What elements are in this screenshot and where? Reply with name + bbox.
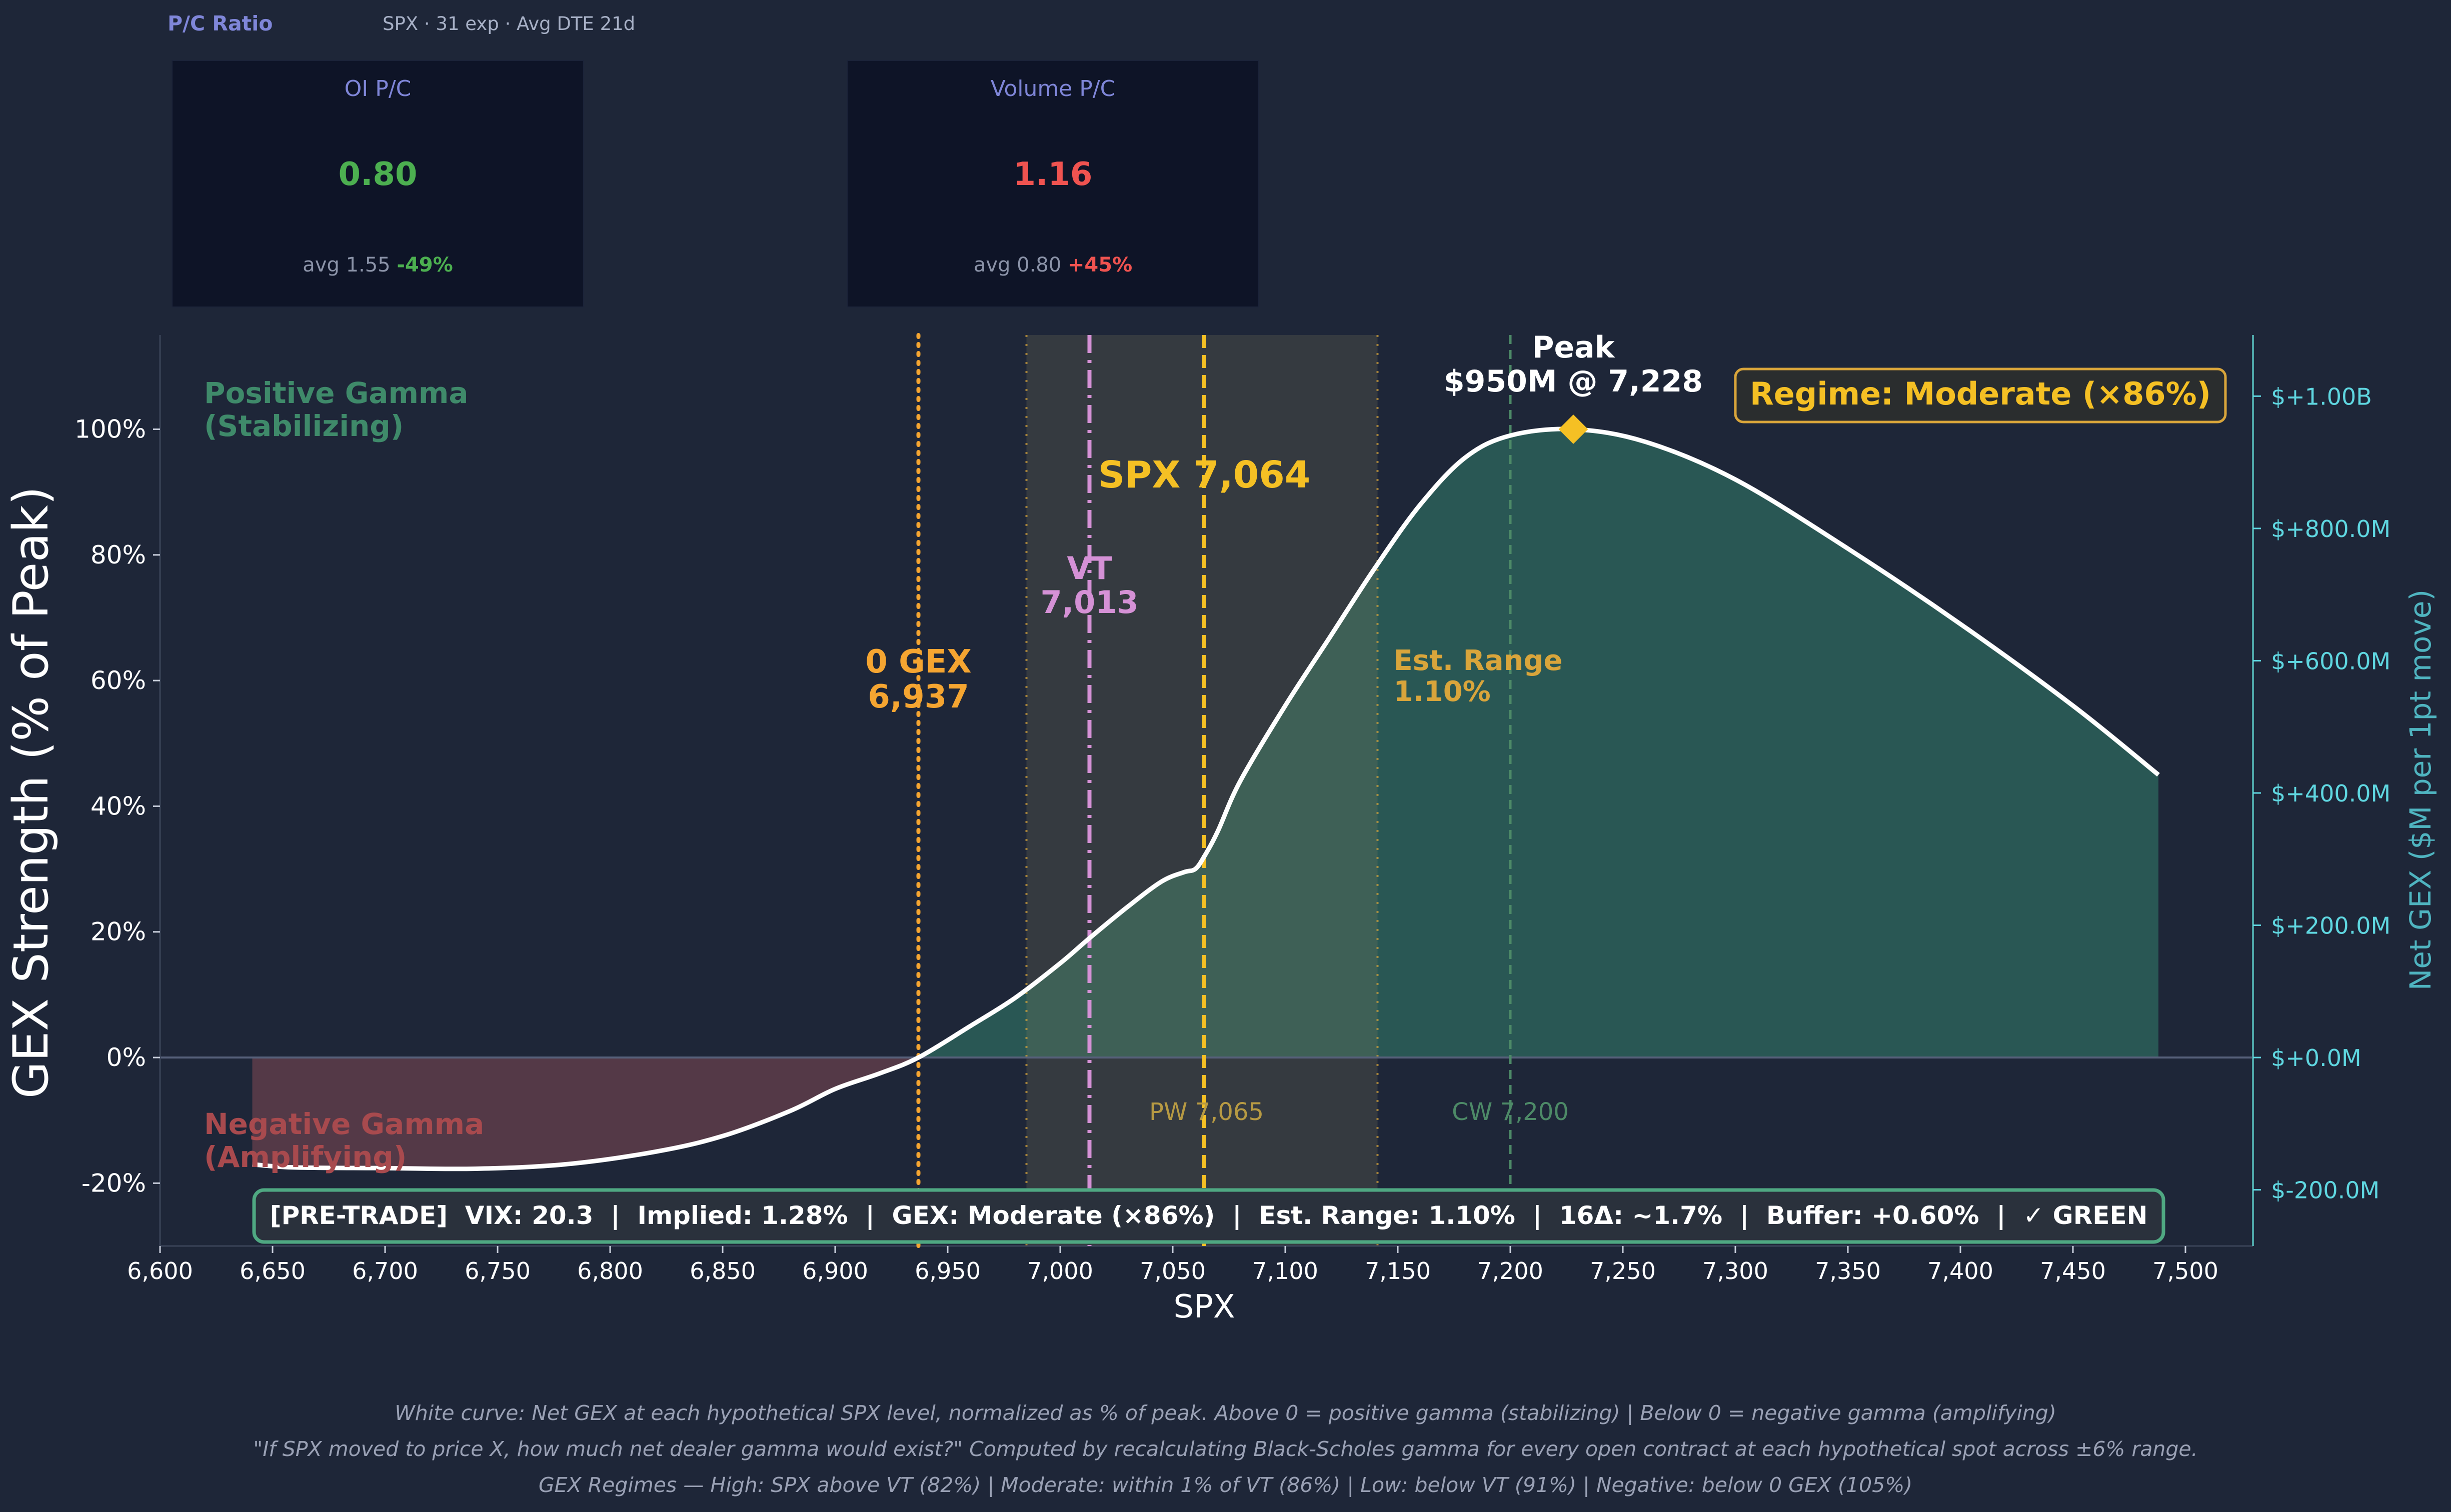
y2-tick-label: $+1.00B xyxy=(2271,383,2372,410)
y2-tick-label: $+200.0M xyxy=(2271,912,2390,939)
y2-tick-label: $+400.0M xyxy=(2271,780,2390,807)
x-tick-label: 7,300 xyxy=(1702,1258,1768,1284)
y-tick-label: 0% xyxy=(107,1043,146,1072)
status-bar xyxy=(252,1188,2165,1244)
y2-axis-label: Net GEX ($M per 1pt move) xyxy=(2403,590,2437,990)
y2-tick-label: $+0.0M xyxy=(2271,1044,2361,1072)
negative-gamma-area xyxy=(252,1058,919,1169)
y2-tick-label: $+600.0M xyxy=(2271,648,2390,674)
card-footer: avg 0.80 +45% xyxy=(848,254,1258,276)
positive-zone-sublabel: (Stabilizing) xyxy=(204,409,404,443)
x-tick-label: 6,900 xyxy=(802,1258,868,1284)
x-tick-label: 6,800 xyxy=(577,1258,643,1284)
x-tick-label: 7,100 xyxy=(1252,1258,1318,1284)
x-tick-label: 7,150 xyxy=(1365,1258,1431,1284)
vt-label: VT xyxy=(1067,550,1112,586)
x-tick-label: 6,600 xyxy=(127,1258,193,1284)
card-avg: avg 0.80 xyxy=(973,254,1062,276)
peak-marker xyxy=(1558,414,1588,444)
x-tick-label: 7,050 xyxy=(1140,1258,1206,1284)
zero-gex-value: 6,937 xyxy=(868,678,969,716)
caption-line: GEX Regimes — High: SPX above VT (82%) |… xyxy=(538,1473,1913,1497)
spx-label: SPX 7,064 xyxy=(1098,454,1310,496)
regime-label: Regime: Moderate (×86%) xyxy=(1750,376,2211,412)
caption-line: White curve: Net GEX at each hypothetica… xyxy=(395,1401,2056,1425)
card-delta: -49% xyxy=(397,254,453,276)
y-tick-label: 60% xyxy=(91,666,146,695)
peak-value: $950M @ 7,228 xyxy=(1444,364,1703,399)
y-tick-label: 20% xyxy=(91,918,146,946)
y2-tick-label: $-200.0M xyxy=(2271,1177,2379,1204)
vt-value: 7,013 xyxy=(1040,584,1138,620)
x-tick-label: 6,950 xyxy=(915,1258,981,1284)
x-tick-label: 7,350 xyxy=(1815,1258,1881,1284)
cw-label: CW 7,200 xyxy=(1452,1098,1569,1126)
est-range-label: Est. Range xyxy=(1394,644,1563,677)
y-tick-label: 40% xyxy=(91,792,146,820)
y-tick-label: -20% xyxy=(82,1168,146,1198)
positive-gamma-area xyxy=(252,429,2158,1058)
x-tick-label: 7,000 xyxy=(1027,1258,1093,1284)
volume-pc-card: Volume P/C 1.16 avg 0.80 +45% xyxy=(847,60,1259,308)
y-tick-label: 80% xyxy=(91,540,146,570)
y-tick-label: 100% xyxy=(75,414,146,444)
x-tick-label: 6,650 xyxy=(240,1258,306,1284)
status-bar-text: [PRE-TRADE] VIX: 20.3 | Implied: 1.28% |… xyxy=(270,1201,2148,1230)
positive-zone-label: Positive Gamma xyxy=(204,376,468,410)
negative-zone-sublabel: (Amplifying) xyxy=(204,1140,407,1174)
x-tick-label: 7,400 xyxy=(1927,1258,1993,1284)
x-axis-label: SPX xyxy=(1173,1288,1235,1326)
card-delta: +45% xyxy=(1067,254,1133,276)
zero-gex-label: 0 GEX xyxy=(865,644,971,680)
x-tick-label: 7,450 xyxy=(2040,1258,2106,1284)
panel-title: P/C Ratio xyxy=(168,12,273,36)
card-label: OI P/C xyxy=(344,76,412,102)
x-tick-label: 6,700 xyxy=(352,1258,418,1284)
card-label: Volume P/C xyxy=(990,76,1116,102)
pw-label: PW 7,065 xyxy=(1149,1098,1264,1126)
regime-box xyxy=(1734,368,2227,424)
card-footer: avg 1.55 -49% xyxy=(173,254,583,276)
peak-label: Peak xyxy=(1532,330,1615,365)
y-axis-label: GEX Strength (% of Peak) xyxy=(3,486,59,1099)
card-avg: avg 1.55 xyxy=(303,254,391,276)
card-value: 0.80 xyxy=(338,156,418,193)
caption: White curve: Net GEX at each hypothetica… xyxy=(0,1395,2451,1503)
oi-pc-card: OI P/C 0.80 avg 1.55 -49% xyxy=(172,60,584,308)
panel-subtitle: SPX · 31 exp · Avg DTE 21d xyxy=(383,12,636,34)
x-tick-label: 6,750 xyxy=(465,1258,531,1284)
negative-zone-label: Negative Gamma xyxy=(204,1107,484,1141)
est-range-value: 1.10% xyxy=(1394,676,1491,708)
x-tick-label: 7,500 xyxy=(2152,1258,2218,1284)
x-tick-label: 7,250 xyxy=(1590,1258,1656,1284)
y2-tick-label: $+800.0M xyxy=(2271,516,2390,542)
est-range-band xyxy=(1026,335,1378,1246)
caption-line: "If SPX moved to price X, how much net d… xyxy=(253,1437,2198,1461)
x-tick-label: 6,850 xyxy=(690,1258,756,1284)
gex-curve xyxy=(252,426,2160,1172)
header: P/C Ratio SPX · 31 exp · Avg DTE 21d xyxy=(168,11,635,36)
x-tick-label: 7,200 xyxy=(1477,1258,1543,1284)
card-value: 1.16 xyxy=(1013,156,1093,193)
